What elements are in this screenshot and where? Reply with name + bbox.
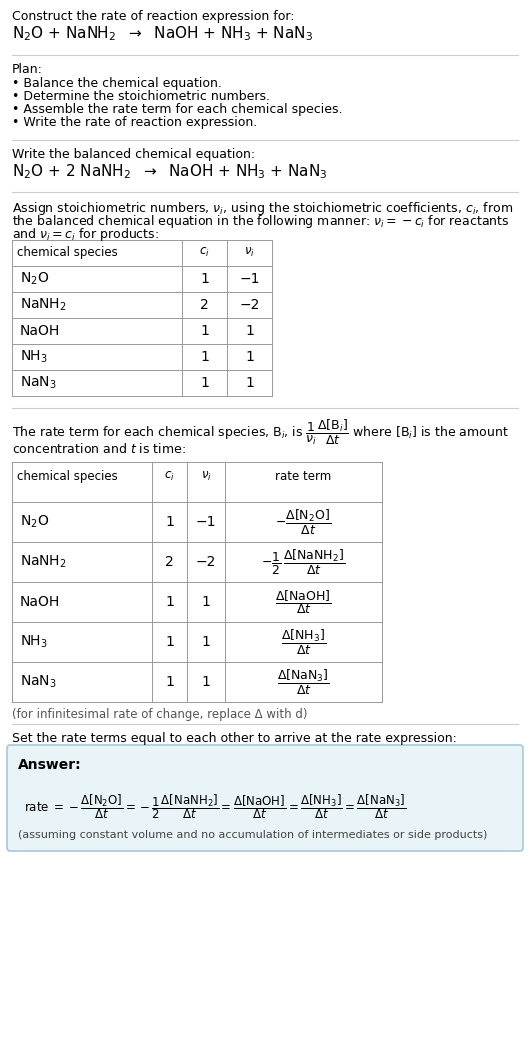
Text: N$_2$O: N$_2$O	[20, 271, 49, 288]
Text: (for infinitesimal rate of change, replace Δ with d): (for infinitesimal rate of change, repla…	[12, 708, 307, 721]
Text: −1: −1	[196, 515, 216, 529]
Text: NaNH$_2$: NaNH$_2$	[20, 297, 67, 313]
Text: 1: 1	[165, 515, 174, 529]
Text: NH$_3$: NH$_3$	[20, 634, 48, 651]
Text: and $\nu_i = c_i$ for products:: and $\nu_i = c_i$ for products:	[12, 226, 159, 243]
Text: Assign stoichiometric numbers, $\nu_i$, using the stoichiometric coefficients, $: Assign stoichiometric numbers, $\nu_i$, …	[12, 200, 513, 217]
Text: 1: 1	[201, 635, 210, 649]
Text: $\nu_i$: $\nu_i$	[244, 246, 255, 259]
Text: 1: 1	[245, 350, 254, 364]
Text: • Write the rate of reaction expression.: • Write the rate of reaction expression.	[12, 116, 257, 129]
Text: $c_i$: $c_i$	[199, 246, 210, 259]
Text: 1: 1	[200, 350, 209, 364]
Text: 1: 1	[165, 635, 174, 649]
Text: rate $= -\dfrac{\Delta[\mathrm{N_2O}]}{\Delta t} = -\dfrac{1}{2}\dfrac{\Delta[\m: rate $= -\dfrac{\Delta[\mathrm{N_2O}]}{\…	[24, 792, 407, 821]
Text: 1: 1	[245, 324, 254, 338]
Text: N$_2$O + 2 NaNH$_2$  $\rightarrow$  NaOH + NH$_3$ + NaN$_3$: N$_2$O + 2 NaNH$_2$ $\rightarrow$ NaOH +…	[12, 162, 328, 181]
Text: N$_2$O: N$_2$O	[20, 514, 49, 530]
Text: • Determine the stoichiometric numbers.: • Determine the stoichiometric numbers.	[12, 90, 270, 103]
Text: 1: 1	[201, 675, 210, 689]
Text: 1: 1	[165, 595, 174, 609]
FancyBboxPatch shape	[7, 745, 523, 851]
Text: Set the rate terms equal to each other to arrive at the rate expression:: Set the rate terms equal to each other t…	[12, 732, 457, 745]
Text: the balanced chemical equation in the following manner: $\nu_i = -c_i$ for react: the balanced chemical equation in the fo…	[12, 213, 509, 230]
Text: −2: −2	[196, 555, 216, 569]
Text: N$_2$O + NaNH$_2$  $\rightarrow$  NaOH + NH$_3$ + NaN$_3$: N$_2$O + NaNH$_2$ $\rightarrow$ NaOH + N…	[12, 24, 313, 43]
Text: Answer:: Answer:	[18, 758, 82, 772]
Text: NaNH$_2$: NaNH$_2$	[20, 553, 67, 570]
Text: 2: 2	[165, 555, 174, 569]
Text: 1: 1	[165, 675, 174, 689]
Text: chemical species: chemical species	[17, 470, 118, 483]
Text: −1: −1	[239, 272, 260, 286]
Text: 1: 1	[200, 376, 209, 390]
Text: NaN$_3$: NaN$_3$	[20, 374, 57, 391]
Text: 1: 1	[245, 376, 254, 390]
Text: • Assemble the rate term for each chemical species.: • Assemble the rate term for each chemic…	[12, 103, 342, 116]
Text: $\dfrac{\Delta[\mathrm{NH_3}]}{\Delta t}$: $\dfrac{\Delta[\mathrm{NH_3}]}{\Delta t}…	[281, 628, 326, 657]
Text: (assuming constant volume and no accumulation of intermediates or side products): (assuming constant volume and no accumul…	[18, 829, 488, 840]
Text: The rate term for each chemical species, B$_i$, is $\dfrac{1}{\nu_i}\dfrac{\Delt: The rate term for each chemical species,…	[12, 418, 509, 447]
Text: 1: 1	[200, 272, 209, 286]
Text: Plan:: Plan:	[12, 63, 43, 76]
Text: $\dfrac{\Delta[\mathrm{NaOH}]}{\Delta t}$: $\dfrac{\Delta[\mathrm{NaOH}]}{\Delta t}…	[275, 588, 332, 616]
Text: NaOH: NaOH	[20, 324, 60, 338]
Text: NaOH: NaOH	[20, 595, 60, 609]
Text: Write the balanced chemical equation:: Write the balanced chemical equation:	[12, 147, 255, 161]
Text: concentration and $t$ is time:: concentration and $t$ is time:	[12, 442, 186, 456]
Text: 2: 2	[200, 298, 209, 312]
Text: rate term: rate term	[276, 470, 332, 483]
Text: 1: 1	[201, 595, 210, 609]
Text: • Balance the chemical equation.: • Balance the chemical equation.	[12, 77, 222, 90]
Text: $c_i$: $c_i$	[164, 470, 175, 483]
Text: −2: −2	[240, 298, 260, 312]
Text: NaN$_3$: NaN$_3$	[20, 674, 57, 690]
Text: $\nu_i$: $\nu_i$	[200, 470, 211, 483]
Text: chemical species: chemical species	[17, 246, 118, 259]
Text: $-\dfrac{1}{2}\,\dfrac{\Delta[\mathrm{NaNH_2}]}{\Delta t}$: $-\dfrac{1}{2}\,\dfrac{\Delta[\mathrm{Na…	[261, 547, 346, 576]
Text: Construct the rate of reaction expression for:: Construct the rate of reaction expressio…	[12, 10, 295, 23]
Text: NH$_3$: NH$_3$	[20, 348, 48, 365]
Text: 1: 1	[200, 324, 209, 338]
Text: $-\dfrac{\Delta[\mathrm{N_2O}]}{\Delta t}$: $-\dfrac{\Delta[\mathrm{N_2O}]}{\Delta t…	[276, 507, 331, 537]
Text: $\dfrac{\Delta[\mathrm{NaN_3}]}{\Delta t}$: $\dfrac{\Delta[\mathrm{NaN_3}]}{\Delta t…	[277, 667, 330, 697]
